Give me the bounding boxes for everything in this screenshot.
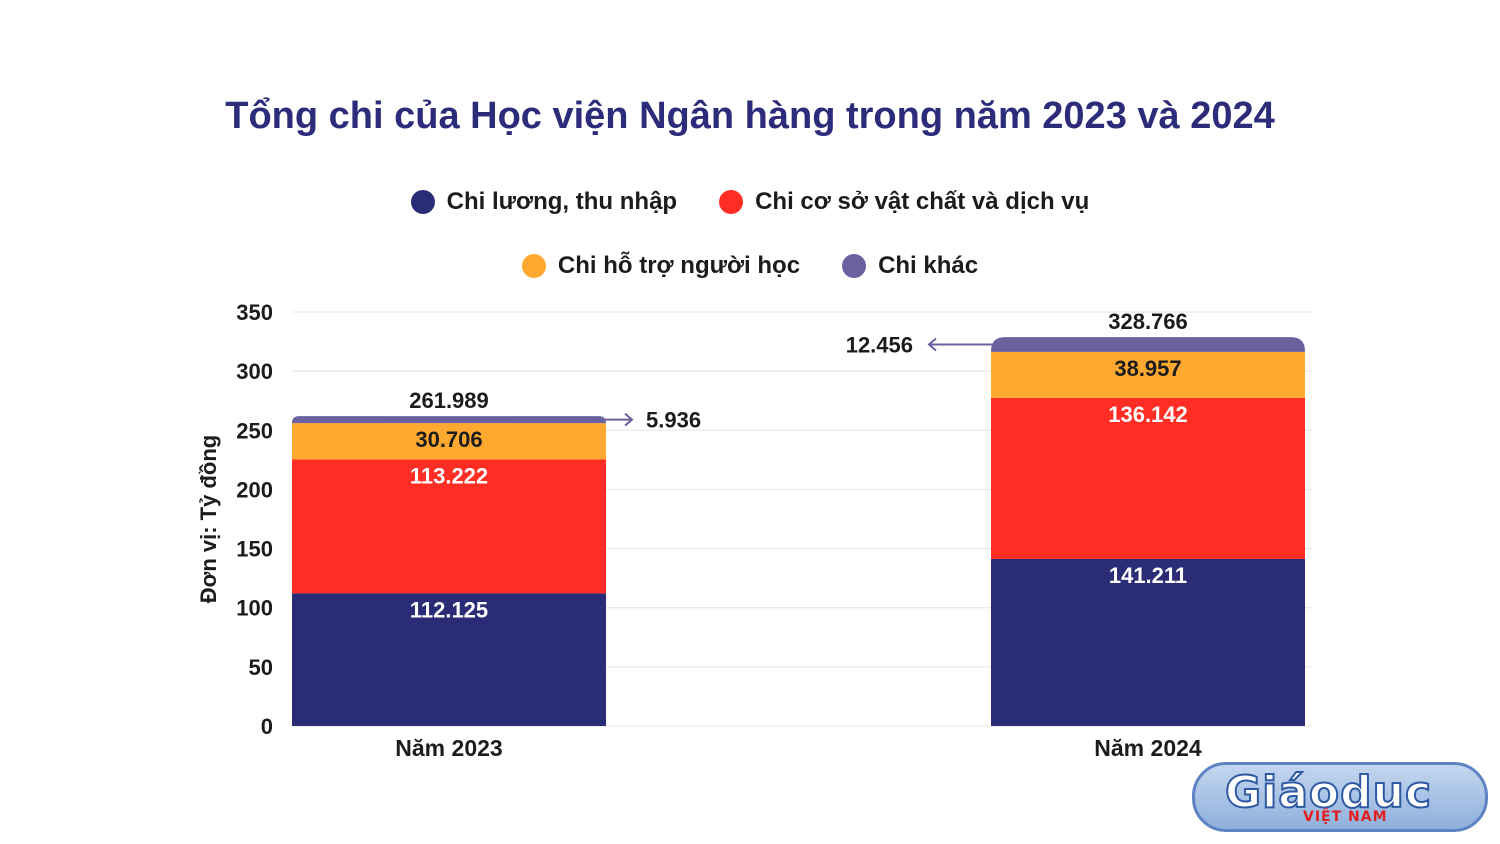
- legend-row-1: Chi lương, thu nhập Chi cơ sở vật chất v…: [0, 188, 1500, 216]
- bar-total-label: 261.989: [409, 388, 489, 413]
- bar-segment: [991, 337, 1305, 352]
- callout-arrow-head: [927, 337, 937, 352]
- y-tick-label: 250: [236, 418, 273, 443]
- bar-segment: [991, 351, 1305, 398]
- bar-value-label: 112.125: [410, 597, 488, 622]
- y-tick-label: 300: [236, 359, 273, 384]
- y-tick-label: 0: [261, 714, 273, 739]
- bar-total-label: 328.766: [1108, 309, 1188, 334]
- bar-segment: [991, 558, 1305, 726]
- y-axis-title: Đơn vị: Tỷ đồng: [196, 435, 221, 603]
- logo-subtext: VIỆT NAM: [1303, 809, 1388, 825]
- y-tick-label: 150: [236, 537, 273, 562]
- legend-swatch-other: [842, 254, 867, 278]
- bar-segment: [292, 416, 606, 424]
- chart-title: Tổng chi của Học viện Ngân hàng trong nă…: [225, 95, 1275, 137]
- bar-segment: [991, 397, 1305, 559]
- bar-value-label: 30.706: [415, 427, 482, 452]
- y-tick-label: 200: [236, 477, 273, 502]
- legend-item-facilities: Chi cơ sở vật chất và dịch vụ: [719, 188, 1089, 216]
- callout-arrow-head: [624, 412, 634, 427]
- legend-label-student-support: Chi hỗ trợ người học: [557, 252, 801, 279]
- legend-swatch-student-support: [521, 254, 546, 278]
- bar-segment: [292, 459, 606, 594]
- x-category-label: Năm 2024: [1094, 735, 1202, 761]
- bar-value-label: 38.957: [1114, 356, 1181, 381]
- legend-swatch-facilities: [719, 190, 744, 214]
- giaoduc-logo: Giáoduc VIỆT NAM: [1192, 762, 1488, 832]
- bar-segment: [292, 593, 606, 726]
- bar-value-label: 136.142: [1108, 402, 1188, 427]
- callout-value-label: 5.936: [646, 408, 701, 433]
- legend-swatch-salary: [410, 190, 435, 214]
- legend-label-salary: Chi lương, thu nhập: [446, 188, 678, 215]
- bar-segment: [292, 423, 606, 460]
- bar-value-label: 141.211: [1109, 563, 1187, 588]
- legend-item-other: Chi khác: [842, 252, 978, 280]
- legend-item-student-support: Chi hỗ trợ người học: [521, 252, 801, 280]
- legend-label-other: Chi khác: [878, 252, 979, 279]
- y-tick-label: 50: [249, 655, 273, 680]
- y-tick-label: 350: [236, 300, 273, 325]
- callout-value-label: 12.456: [846, 332, 913, 357]
- legend-row-2: Chi hỗ trợ người học Chi khác: [0, 252, 1500, 280]
- y-tick-label: 100: [236, 596, 273, 621]
- logo-wordmark: Giáoduc: [1224, 766, 1433, 819]
- bar-value-label: 113.222: [410, 463, 488, 488]
- legend-label-facilities: Chi cơ sở vật chất và dịch vụ: [755, 188, 1090, 215]
- x-category-label: Năm 2023: [395, 735, 502, 761]
- legend-item-salary: Chi lương, thu nhập: [410, 188, 678, 216]
